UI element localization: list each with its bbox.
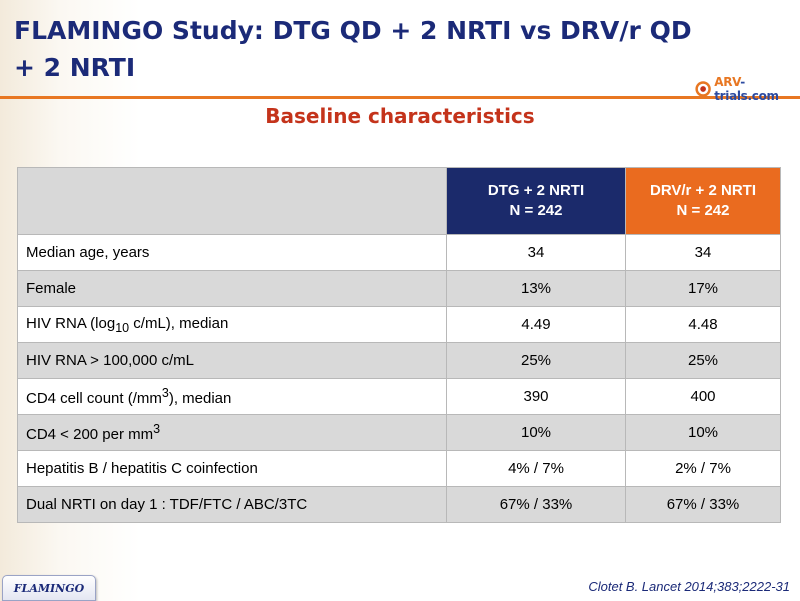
- value-drv: 17%: [625, 270, 781, 307]
- row-label: Hepatitis B / hepatitis C coinfection: [17, 450, 447, 487]
- slide-title-line2: + 2 NRTI: [14, 53, 136, 82]
- column-header-dtg: DTG + 2 NRTI N = 242: [446, 167, 626, 235]
- study-name-tab: FLAMINGO: [2, 575, 96, 601]
- slide-subtitle: Baseline characteristics: [265, 104, 535, 128]
- citation-text: Clotet B. Lancet 2014;383;2222-31: [588, 579, 790, 594]
- table-header-empty-cell: [17, 167, 447, 235]
- table-row: HIV RNA > 100,000 c/mL 25% 25%: [17, 342, 781, 379]
- value-dtg: 34: [446, 234, 626, 271]
- slide-title: FLAMINGO Study: DTG QD + 2 NRTI vs DRV/r…: [14, 12, 754, 86]
- row-label-superscript: 3: [161, 386, 169, 400]
- value-dtg: 4% / 7%: [446, 450, 626, 487]
- logo-text-domain: -trials.com: [714, 75, 779, 103]
- row-label: CD4 cell count (/mm3), median: [17, 378, 447, 415]
- table-header-row: DTG + 2 NRTI N = 242 DRV/r + 2 NRTI N = …: [17, 167, 781, 235]
- slide-title-line1: FLAMINGO Study: DTG QD + 2 NRTI vs DRV/r…: [14, 16, 692, 45]
- row-label: Median age, years: [17, 234, 447, 271]
- value-drv: 2% / 7%: [625, 450, 781, 487]
- arv-trials-logo: ARV-trials.com: [695, 75, 800, 103]
- row-label-text: CD4 < 200 per mm: [26, 426, 154, 443]
- value-dtg: 4.49: [446, 306, 626, 343]
- table-row: Dual NRTI on day 1 : TDF/FTC / ABC/3TC 6…: [17, 486, 781, 523]
- row-label: HIV RNA (log10 c/mL), median: [17, 306, 447, 343]
- logo-text: ARV-trials.com: [714, 75, 800, 103]
- column-header-drv-line2: N = 242: [676, 202, 730, 219]
- table-row: CD4 cell count (/mm3), median 390 400: [17, 378, 781, 415]
- table-row: CD4 < 200 per mm3 10% 10%: [17, 414, 781, 451]
- value-drv: 34: [625, 234, 781, 271]
- study-name-label: FLAMINGO: [13, 581, 85, 595]
- table-row: HIV RNA (log10 c/mL), median 4.49 4.48: [17, 306, 781, 343]
- value-drv: 400: [625, 378, 781, 415]
- row-label: HIV RNA > 100,000 c/mL: [17, 342, 447, 379]
- value-dtg: 10%: [446, 414, 626, 451]
- row-label-superscript: 3: [153, 422, 161, 436]
- table-row: Female 13% 17%: [17, 270, 781, 307]
- column-header-dtg-line1: DTG + 2 NRTI: [487, 182, 585, 199]
- title-divider: [0, 96, 800, 99]
- row-label: Female: [17, 270, 447, 307]
- value-dtg: 25%: [446, 342, 626, 379]
- value-dtg: 67% / 33%: [446, 486, 626, 523]
- baseline-table: DTG + 2 NRTI N = 242 DRV/r + 2 NRTI N = …: [17, 167, 781, 523]
- logo-text-arv: ARV: [714, 75, 741, 89]
- row-label: CD4 < 200 per mm3: [17, 414, 447, 451]
- value-drv: 10%: [625, 414, 781, 451]
- table-row: Hepatitis B / hepatitis C coinfection 4%…: [17, 450, 781, 487]
- table-row: Median age, years 34 34: [17, 234, 781, 271]
- value-dtg: 13%: [446, 270, 626, 307]
- row-label-text-end: c/mL), median: [129, 314, 229, 332]
- row-label-text: CD4 cell count (/mm: [26, 390, 162, 407]
- row-label-text: HIV RNA (log: [26, 314, 116, 332]
- logo-swirl-icon: [695, 81, 711, 97]
- value-drv: 4.48: [625, 306, 781, 343]
- row-label-text-end: ), median: [168, 390, 232, 407]
- column-header-drv: DRV/r + 2 NRTI N = 242: [625, 167, 781, 235]
- column-header-drv-line1: DRV/r + 2 NRTI: [649, 182, 756, 199]
- value-dtg: 390: [446, 378, 626, 415]
- value-drv: 25%: [625, 342, 781, 379]
- row-label-subscript: 10: [115, 320, 130, 335]
- value-drv: 67% / 33%: [625, 486, 781, 523]
- row-label: Dual NRTI on day 1 : TDF/FTC / ABC/3TC: [17, 486, 447, 523]
- column-header-dtg-line2: N = 242: [509, 202, 563, 219]
